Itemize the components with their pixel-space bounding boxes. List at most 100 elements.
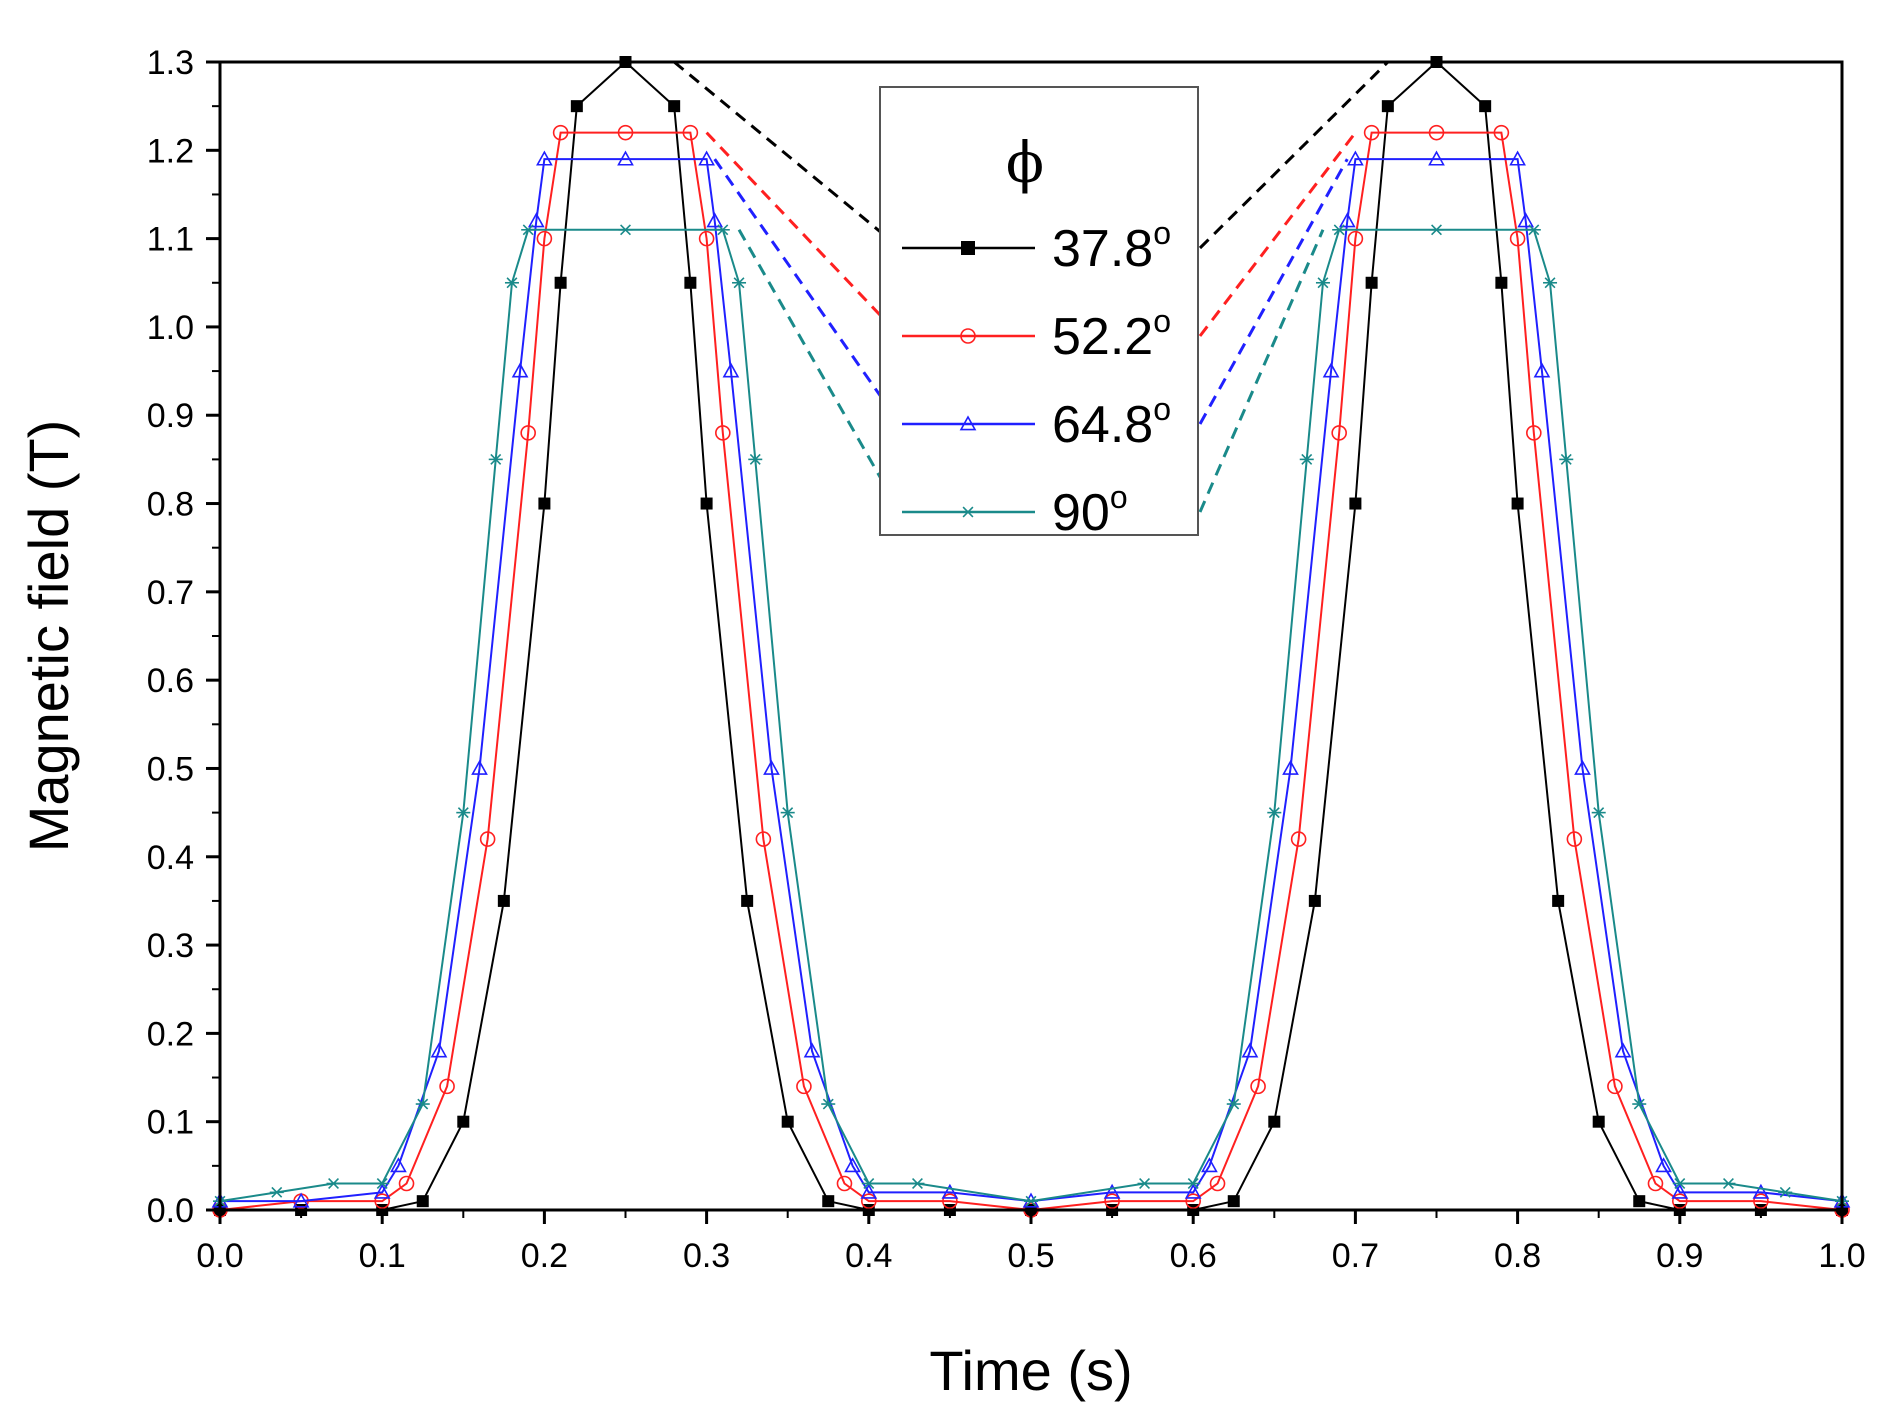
data-point-circle [796,1078,812,1095]
data-point-triangle [1509,150,1526,166]
leader-line-left [713,158,902,425]
data-point-square [416,1195,429,1208]
data-point-triangle [1322,362,1340,378]
data-point-circle [374,1193,391,1209]
legend-label-value: 37.8 [1052,220,1153,278]
data-point-circle [860,1193,877,1209]
legend-label-degree: o [1110,479,1128,515]
data-point-asterisk [1721,1178,1736,1189]
data-point-circle [1290,831,1307,847]
data-point-circle [479,831,496,847]
legend-label-value: 64.8 [1052,396,1153,454]
data-point-triangle [390,1157,407,1173]
x-axis: 0.0 0.1 0.2 0.3 0.4 0.5 0.6 0.7 0.8 0.9 1.0 [196,1210,1866,1275]
data-point-asterisk [715,224,730,236]
legend-entry: 64.8o [902,391,1171,454]
data-point-square [1552,894,1565,907]
data-point-triangle [1347,150,1364,166]
data-point-asterisk [1137,1178,1152,1189]
x-tick-label: 0.4 [845,1237,892,1275]
data-point-triangle [1517,212,1535,228]
data-point-square [538,497,551,510]
data-point-triangle [860,1183,878,1199]
data-point-triangle [1201,1157,1218,1173]
data-point-triangle [292,1192,310,1208]
data-point-circle [1526,425,1542,441]
x-tick-label: 0.0 [196,1237,243,1275]
data-point-circle [439,1078,455,1095]
legend-label: 64.8o [1052,391,1171,454]
data-point-asterisk [732,277,747,289]
data-point-asterisk [1632,1098,1647,1110]
data-point-square [554,276,567,289]
x-tick-label: 0.7 [1332,1237,1379,1275]
data-point-circle [1185,1193,1201,1209]
data-point-circle [1647,1175,1664,1192]
data-point-asterisk [1267,807,1282,819]
data-point-triangle [1282,759,1299,775]
data-point-square [781,1115,794,1128]
data-point-triangle [706,212,724,228]
data-point-circle [536,230,553,247]
data-point-asterisk [1591,807,1606,819]
data-point-circle [398,1175,415,1192]
data-point-triangle [527,212,545,228]
data-point-circle [1363,124,1380,141]
data-point-circle [617,124,634,141]
data-point-square [1349,497,1362,510]
legend-label: 52.2o [1052,303,1171,366]
y-tick-label: 1.0 [147,309,194,347]
data-point-square [741,894,754,907]
data-point-circle [1428,124,1445,141]
y-tick-label: 0.8 [147,486,194,524]
data-point-asterisk [375,1178,390,1189]
data-point-asterisk [780,807,795,819]
data-point-triangle [1752,1183,1770,1199]
legend-leader-lines [673,60,1389,513]
data-point-asterisk [488,453,503,465]
y-tick-label: 0.5 [147,750,194,788]
data-point-square [497,894,510,907]
data-point-circle [520,425,536,441]
data-point-asterisk [861,1178,876,1189]
data-point-asterisk [618,224,633,236]
legend-entry: 37.8o [902,215,1171,278]
data-point-circle [1209,1175,1226,1192]
data-point-triangle [1241,1042,1259,1058]
data-point-circle [942,1193,958,1209]
data-point-circle [836,1175,853,1192]
data-point-square [822,1195,835,1208]
leader-line-right [1198,158,1349,425]
x-tick-label: 0.3 [683,1237,730,1275]
leader-line-left [673,60,901,250]
x-tick-label: 0.9 [1656,1237,1703,1275]
data-point-asterisk [1429,224,1444,236]
data-point-triangle [722,362,740,378]
data-point-asterisk [269,1186,284,1198]
data-point-asterisk [456,807,471,819]
data-point-triangle [1671,1183,1689,1199]
data-point-asterisk [821,1098,836,1110]
data-point-circle [1509,230,1526,247]
data-point-asterisk [1332,224,1347,236]
data-point-circle [682,124,699,141]
data-point-square [668,100,681,113]
data-point-triangle [1655,1157,1672,1173]
data-point-square [1479,100,1492,113]
data-point-asterisk [748,453,763,465]
data-point-asterisk [1543,277,1558,289]
data-point-triangle [1103,1183,1121,1199]
data-point-triangle [511,362,529,378]
leader-line-right [1198,60,1389,250]
y-axis: 0.0 0.1 0.2 0.3 0.4 0.5 0.6 0.7 0.8 0.9 1.0 1.1 1.2 1… [147,44,220,1230]
data-point-square [1495,276,1508,289]
data-point-square [457,1115,470,1128]
data-point-asterisk [1672,1178,1687,1189]
y-tick-label: 0.2 [147,1015,194,1053]
leader-line-right [1198,131,1357,337]
data-point-square [1365,276,1378,289]
x-tick-label: 0.8 [1494,1237,1541,1275]
